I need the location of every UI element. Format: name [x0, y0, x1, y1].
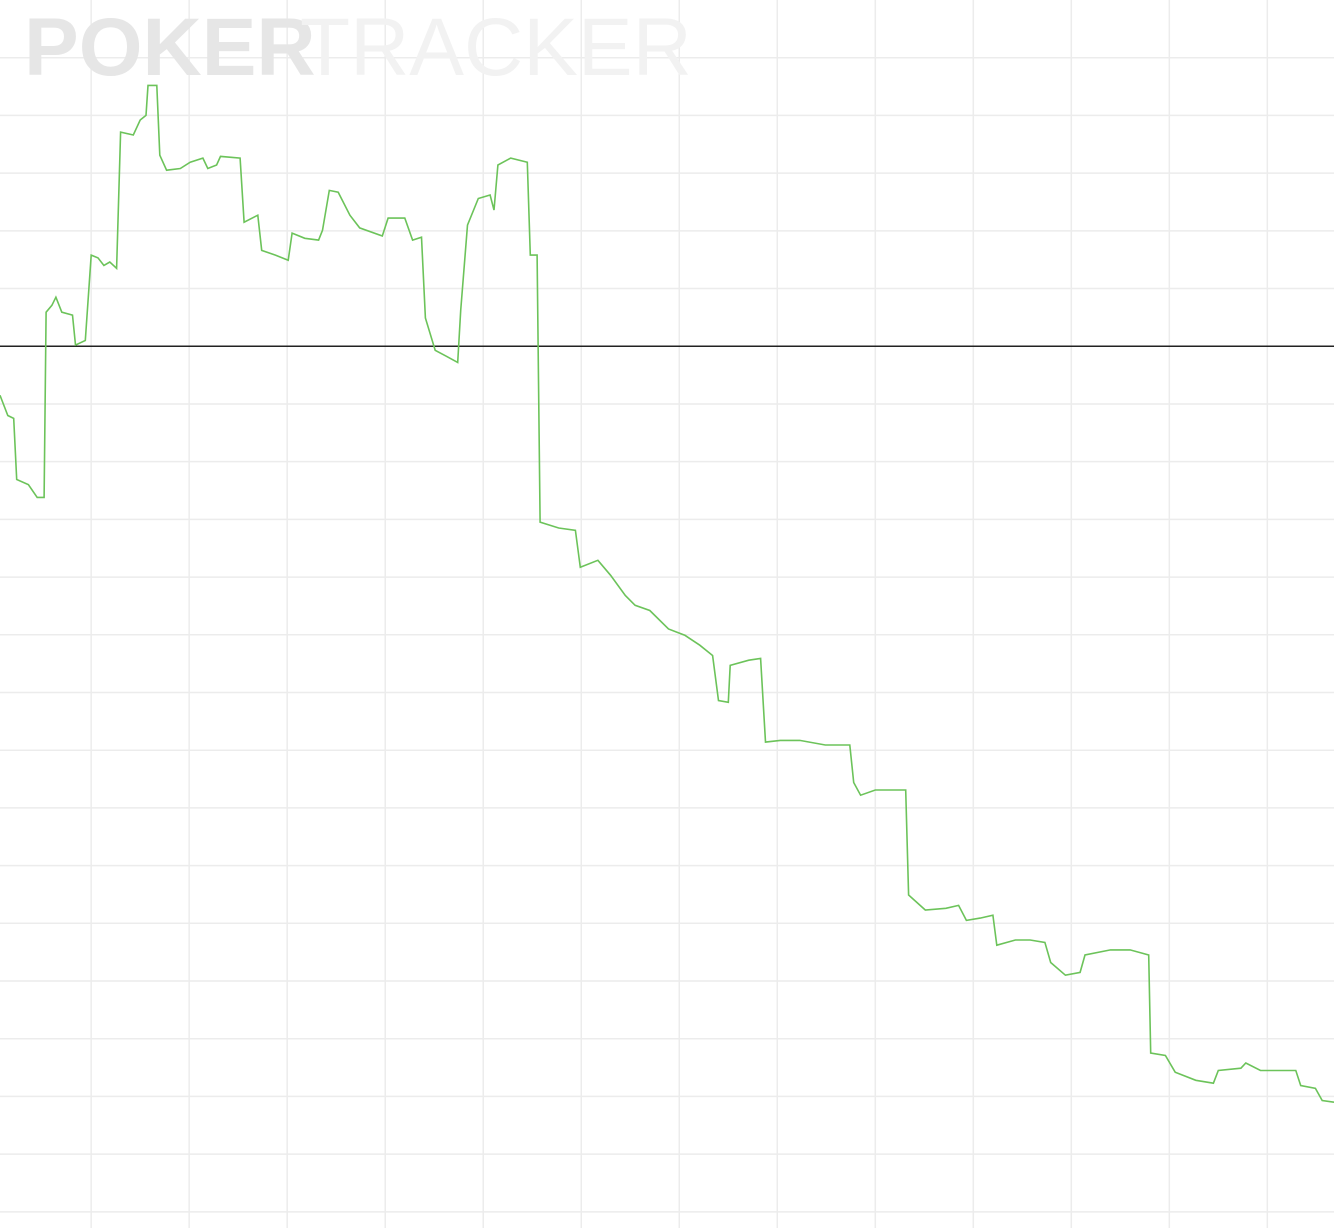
watermark-light: TRACKER [300, 2, 692, 93]
line-series [0, 84, 1334, 1103]
watermark-bold: POKER [24, 2, 316, 93]
